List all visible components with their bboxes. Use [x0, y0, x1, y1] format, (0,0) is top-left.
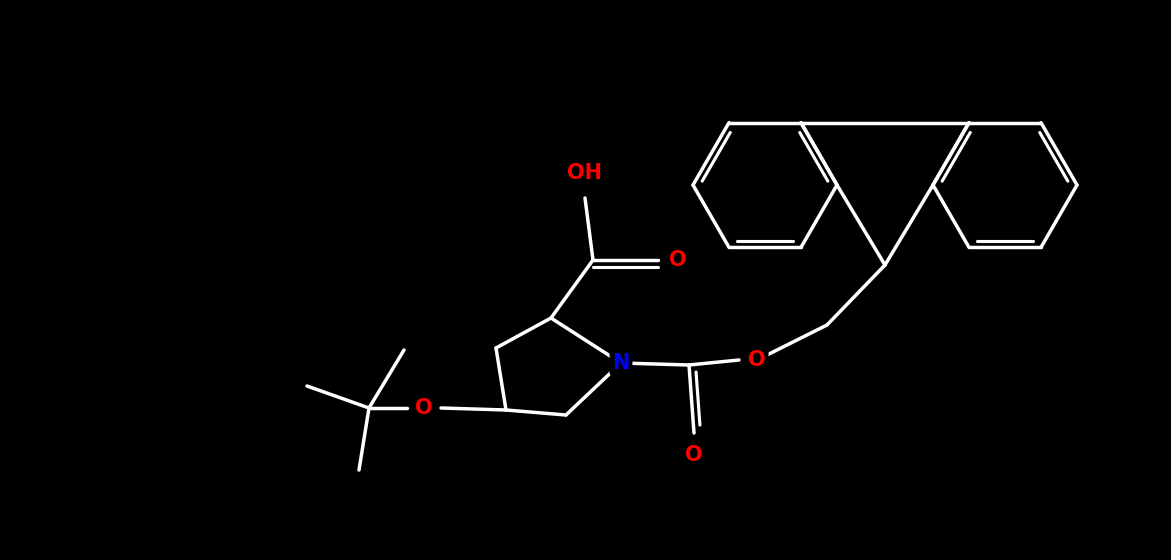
Text: O: O — [669, 250, 687, 270]
Text: O: O — [748, 350, 766, 370]
Text: N: N — [612, 353, 630, 373]
Text: O: O — [685, 445, 703, 465]
Text: OH: OH — [568, 163, 603, 183]
Text: O: O — [416, 398, 433, 418]
